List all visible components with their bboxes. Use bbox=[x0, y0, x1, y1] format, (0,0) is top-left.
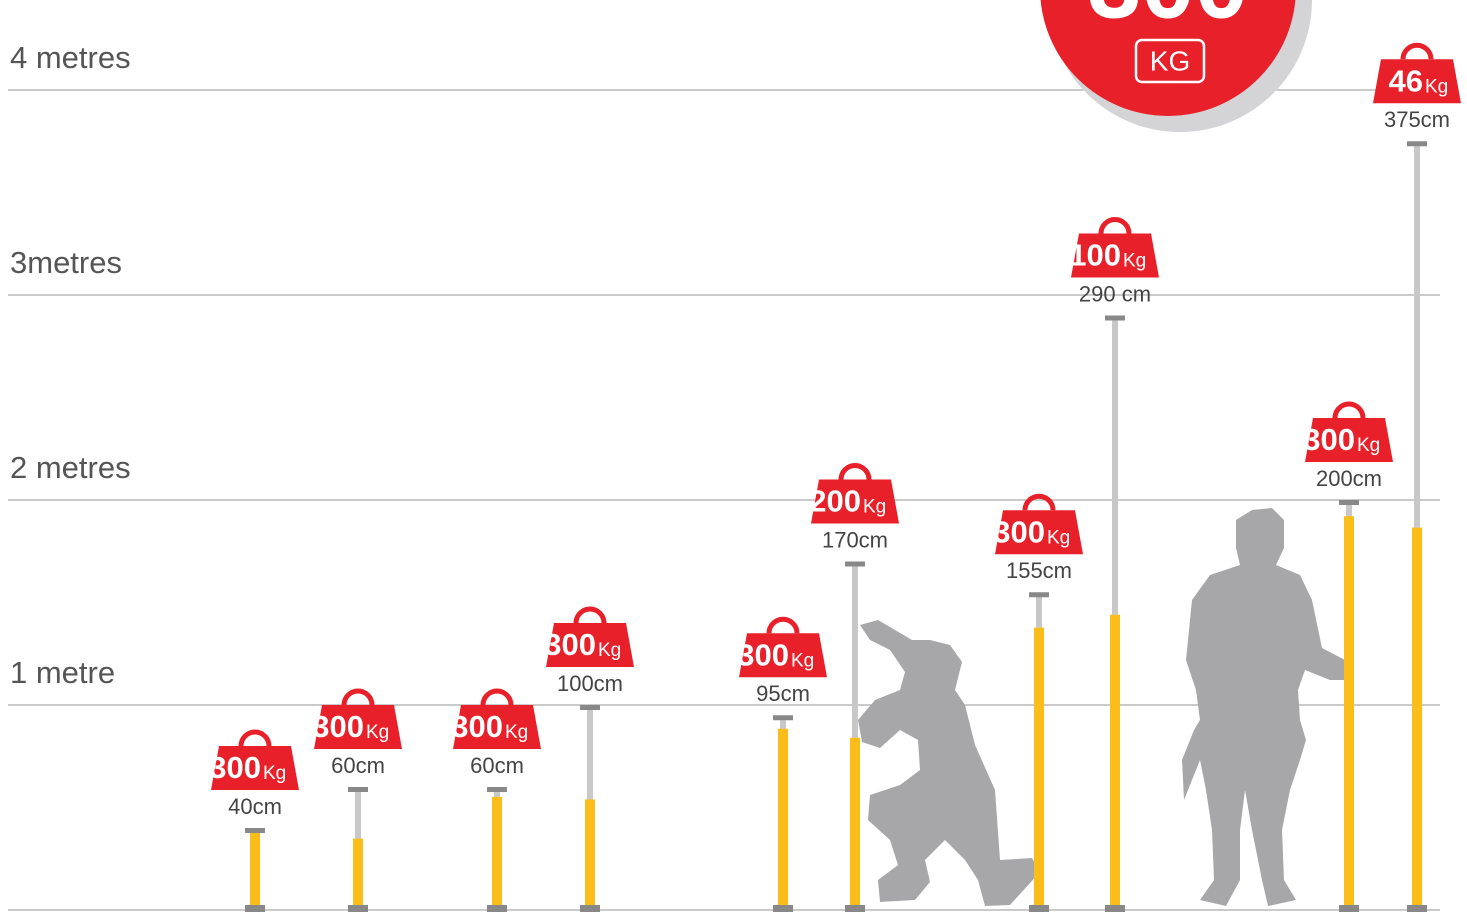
chart: 4 metres 3metres 2 metres 1 metre 300 KG 40… bbox=[0, 0, 1467, 914]
prop bbox=[580, 705, 600, 912]
weight-handle bbox=[769, 619, 797, 633]
load-value: 300 bbox=[544, 627, 596, 662]
prop-foot bbox=[1407, 905, 1427, 912]
weight-handle bbox=[1403, 45, 1431, 59]
load-unit: Kg bbox=[791, 650, 814, 671]
load-value: 100 bbox=[1069, 238, 1121, 273]
height-label: 40cm bbox=[228, 794, 282, 819]
prop-foot bbox=[245, 905, 265, 912]
weight-handle bbox=[1101, 220, 1129, 234]
prop-foot bbox=[773, 905, 793, 912]
standing-worker bbox=[1182, 508, 1348, 906]
load-value: 300 bbox=[993, 514, 1045, 549]
load-value: 300 bbox=[737, 637, 789, 672]
prop-tube bbox=[492, 797, 502, 910]
prop-tube bbox=[850, 738, 860, 910]
prop-head bbox=[1105, 316, 1125, 321]
badge-unit: KG bbox=[1150, 45, 1190, 76]
prop-foot bbox=[1029, 905, 1049, 912]
prop bbox=[245, 828, 265, 912]
prop-foot bbox=[487, 905, 507, 912]
y-tick-label: 2 metres bbox=[10, 450, 131, 485]
kneeling-worker bbox=[858, 620, 1040, 906]
height-label: 290 cm bbox=[1079, 281, 1151, 306]
load-unit: Kg bbox=[263, 763, 286, 784]
load-unit: Kg bbox=[1357, 435, 1380, 456]
load-unit: Kg bbox=[505, 722, 528, 743]
y-tick-label: 3metres bbox=[10, 245, 122, 280]
weight-handle bbox=[344, 691, 372, 705]
prop-tube bbox=[1034, 628, 1044, 910]
prop-head bbox=[1029, 592, 1049, 597]
prop-foot bbox=[1339, 905, 1359, 912]
prop-tube bbox=[1412, 528, 1422, 910]
load-value: 200 bbox=[809, 484, 861, 519]
prop-head bbox=[845, 562, 865, 567]
prop bbox=[1407, 141, 1427, 912]
load-unit: Kg bbox=[1425, 76, 1448, 97]
prop-head bbox=[773, 715, 793, 720]
load-unit: Kg bbox=[1047, 527, 1070, 548]
prop bbox=[487, 787, 507, 912]
load-value: 300 bbox=[209, 750, 261, 785]
load-value: 300 bbox=[312, 709, 364, 744]
weight-handle bbox=[241, 732, 269, 746]
height-label: 200cm bbox=[1316, 466, 1382, 491]
prop-tube bbox=[1110, 615, 1120, 910]
height-label: 155cm bbox=[1006, 558, 1072, 583]
prop bbox=[1105, 316, 1125, 913]
prop bbox=[348, 787, 368, 912]
load-value: 46 bbox=[1389, 63, 1423, 98]
height-label: 60cm bbox=[470, 753, 524, 778]
height-label: 100cm bbox=[557, 671, 623, 696]
silhouettes bbox=[858, 508, 1348, 906]
load-unit: Kg bbox=[1123, 251, 1146, 272]
page: {"chart_data": { "type": "prop", "catego… bbox=[0, 0, 1467, 914]
weight-handle bbox=[1335, 404, 1363, 418]
prop-head bbox=[487, 787, 507, 792]
prop-head bbox=[245, 828, 265, 833]
prop-foot bbox=[580, 905, 600, 912]
weight-handle bbox=[576, 609, 604, 623]
load-value: 300 bbox=[451, 709, 503, 744]
prop-foot bbox=[845, 905, 865, 912]
height-label: 95cm bbox=[756, 681, 810, 706]
prop-head bbox=[580, 705, 600, 710]
weight-handle bbox=[483, 691, 511, 705]
load-unit: Kg bbox=[598, 640, 621, 661]
prop-tube bbox=[353, 839, 363, 910]
height-label: 60cm bbox=[331, 753, 385, 778]
weight-handle bbox=[841, 466, 869, 480]
badge-value: 300 bbox=[1088, 0, 1248, 38]
prop-head bbox=[1339, 500, 1359, 505]
prop bbox=[773, 715, 793, 912]
prop-head bbox=[1407, 141, 1427, 146]
height-label: 170cm bbox=[822, 527, 888, 552]
y-tick-label: 1 metre bbox=[10, 655, 115, 690]
prop bbox=[1339, 500, 1359, 912]
prop-tube bbox=[585, 799, 595, 910]
y-tick-label: 4 metres bbox=[10, 40, 131, 75]
height-label: 375cm bbox=[1384, 107, 1450, 132]
prop-foot bbox=[348, 905, 368, 912]
prop-head bbox=[348, 787, 368, 792]
prop-foot bbox=[1105, 905, 1125, 912]
prop-tube bbox=[778, 729, 788, 910]
load-value: 300 bbox=[1303, 422, 1355, 457]
prop-tube bbox=[1344, 516, 1354, 910]
load-unit: Kg bbox=[366, 722, 389, 743]
weight-handle bbox=[1025, 496, 1053, 510]
load-unit: Kg bbox=[863, 497, 886, 518]
prop-tube bbox=[250, 832, 260, 910]
